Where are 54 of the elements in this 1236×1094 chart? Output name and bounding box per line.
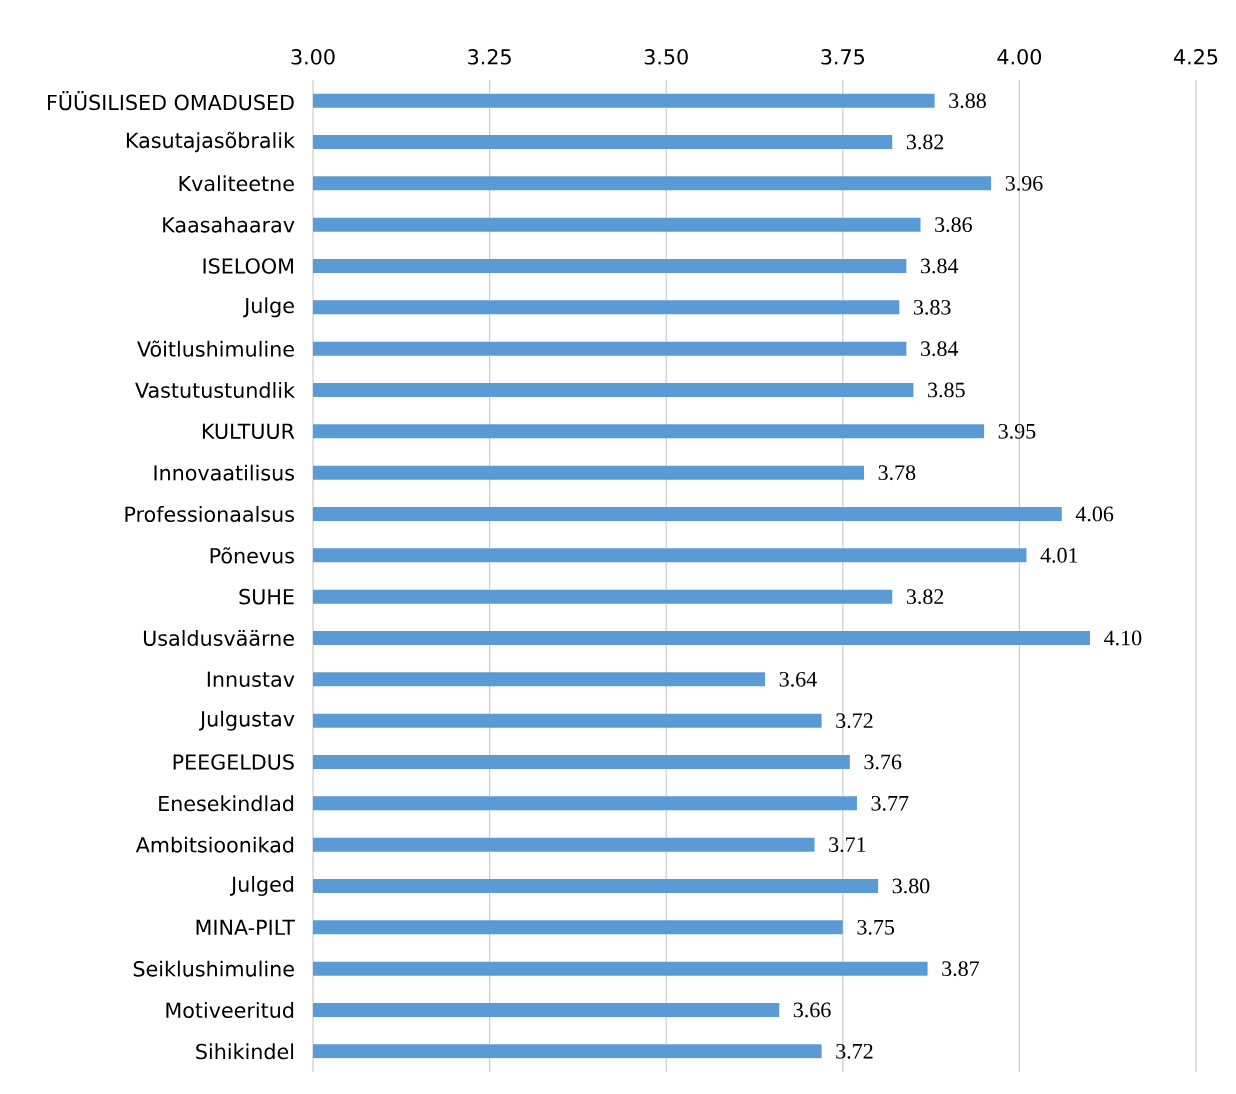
data-label: 3.80 [892, 878, 930, 894]
data-label: 3.96 [1005, 175, 1043, 191]
y-tick-label: Julge [243, 297, 294, 318]
y-tick-label: Innovaatilisus [154, 464, 294, 481]
y-tick-label: Ambitsioonikad [135, 836, 294, 853]
data-label: 3.66 [793, 1002, 831, 1018]
y-tick-label: SUHE [239, 588, 294, 605]
data-label: 3.95 [998, 423, 1036, 439]
x-tick-label: 3.75 [821, 49, 864, 65]
x-tick-label: 3.00 [291, 49, 335, 65]
y-tick-label: Motiveeritud [166, 1002, 294, 1018]
y-tick-label: Kasutajasõbralik [126, 131, 295, 153]
data-label: 3.75 [857, 919, 895, 935]
data-label: 3.83 [913, 299, 951, 315]
data-label: 3.64 [779, 671, 817, 687]
data-label: 4.01 [1040, 547, 1078, 563]
y-tick-label: Innustav [207, 671, 295, 688]
data-label: 3.86 [935, 217, 972, 233]
y-tick-label: Võitlushimuline [137, 340, 294, 357]
data-label: 3.82 [906, 134, 944, 150]
data-label: 3.72 [836, 713, 873, 729]
data-label: 3.78 [878, 465, 916, 481]
data-label: 3.82 [906, 589, 944, 605]
x-tick-label: 4.25 [1174, 49, 1218, 65]
data-label: 3.71 [829, 837, 866, 853]
y-tick-label: Julgustav [198, 710, 295, 731]
data-label: 3.88 [949, 93, 986, 109]
x-tick-label: 4.00 [997, 49, 1042, 65]
y-tick-label: Usaldusväärne [143, 630, 294, 646]
data-label: 4.10 [1104, 630, 1142, 646]
data-label: 3.85 [928, 382, 965, 398]
data-label: 3.77 [871, 795, 909, 811]
data-label: 3.84 [921, 258, 959, 274]
data-label: 4.06 [1075, 506, 1114, 522]
data-label: 3.84 [921, 341, 959, 357]
y-tick-label: Julged [230, 875, 294, 897]
y-tick-label: Kaasahaarav [163, 216, 295, 233]
data-label: 3.76 [864, 754, 902, 770]
y-tick-label: PEEGELDUS [173, 754, 294, 770]
y-tick-label: MINA-PILT [196, 919, 296, 935]
x-tick-label: 3.25 [468, 49, 511, 65]
data-label: 3.87 [942, 961, 980, 977]
y-tick-label: Seiklushimuline [133, 960, 294, 977]
data-label: 3.72 [836, 1043, 873, 1059]
y-tick-label: Sihikindel [196, 1043, 294, 1060]
y-tick-label: Põnevus [210, 547, 294, 564]
y-tick-label: ISELOOM [203, 258, 293, 274]
y-tick-label: Professionaalsus [125, 506, 294, 522]
y-tick-label: Kvaliteetne [179, 175, 294, 192]
x-tick-label: 3.50 [644, 49, 688, 65]
y-tick-label: FÜÜSILISED OMADUSED [47, 91, 294, 111]
y-tick-label: KULTUUR [202, 423, 295, 440]
y-tick-label: Vastutustundlik [135, 382, 295, 398]
y-tick-label: Enesekindlad [159, 795, 294, 812]
